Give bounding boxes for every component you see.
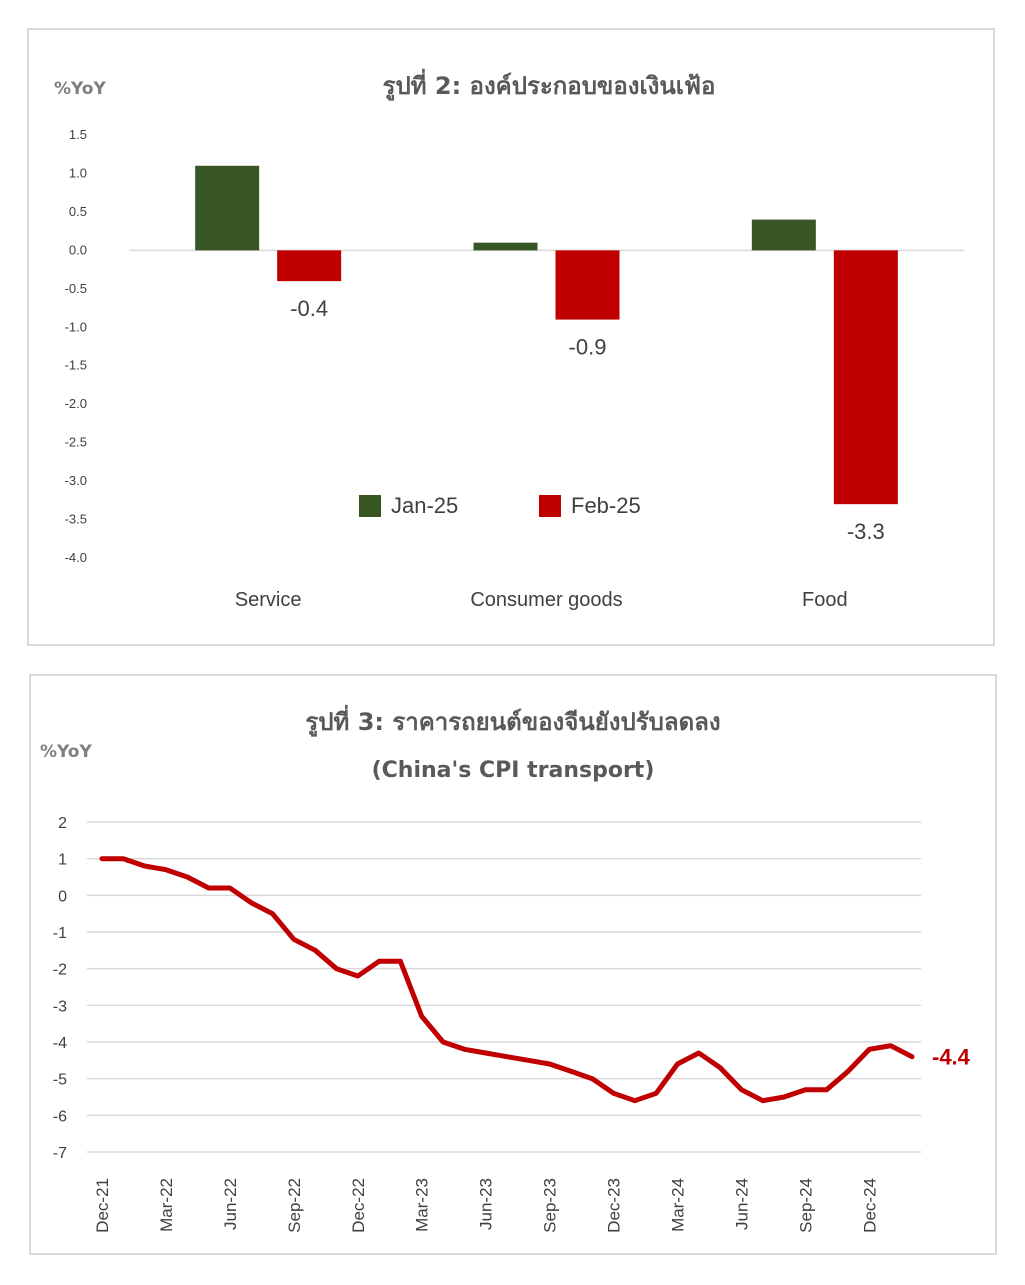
bar-feb-25	[833, 250, 898, 505]
y-tick-label: -5	[53, 1072, 67, 1089]
y-tick-label: 2	[58, 815, 67, 832]
x-tick-label: Jun-24	[732, 1178, 751, 1230]
y-tick-label: -1	[53, 925, 67, 942]
bar-jan-25	[195, 165, 260, 251]
y-tick-label: -4.0	[65, 550, 87, 565]
data-label: -0.4	[290, 296, 328, 321]
y-tick-label: -3	[53, 998, 67, 1015]
legend-label: Jan-25	[391, 493, 458, 518]
category-label: Food	[802, 589, 848, 611]
line-chart-title: รูปที่ 3: ราคารถยนต์ของจีนยังปรับลดลง	[305, 704, 720, 737]
y-tick-label: -2	[53, 962, 67, 979]
x-tick: Dec-23	[605, 1178, 624, 1233]
line-chart-panel: รูปที่ 3: ราคารถยนต์ของจีนยังปรับลดลง (C…	[29, 674, 997, 1255]
y-tick-label: 1	[58, 852, 67, 869]
bar-jan-25	[751, 219, 816, 251]
bar-chart-title: รูปที่ 2: องค์ประกอบของเงินเฟ้อ	[383, 68, 716, 101]
x-tick: Sep-23	[541, 1178, 560, 1233]
x-tick-label: Dec-22	[349, 1178, 368, 1233]
legend: Jan-25 Feb-25	[359, 493, 641, 518]
category-label: Consumer goods	[470, 589, 622, 611]
bar-chart-panel: รูปที่ 2: องค์ประกอบของเงินเฟ้อ %YoY 1.5…	[27, 28, 995, 646]
x-tick-label: Mar-22	[157, 1178, 176, 1232]
x-tick-label: Sep-22	[285, 1178, 304, 1233]
bar-feb-25	[277, 250, 342, 282]
x-tick: Mar-23	[413, 1178, 432, 1232]
x-tick-label: Dec-21	[93, 1178, 112, 1233]
x-tick: Sep-22	[285, 1178, 304, 1233]
x-tick: Sep-24	[796, 1178, 815, 1233]
series-line	[99, 856, 915, 1104]
x-tick-label: Mar-24	[669, 1178, 688, 1232]
bar-jan-25	[473, 242, 538, 251]
bar-feb-25	[555, 250, 620, 320]
x-tick: Dec-22	[349, 1178, 368, 1233]
x-tick-label: Jun-23	[477, 1178, 496, 1230]
legend-swatch	[359, 495, 381, 517]
y-tick-label: 0.5	[69, 204, 87, 219]
legend-label: Feb-25	[571, 493, 641, 518]
x-tick-label: Sep-24	[796, 1178, 815, 1233]
data-label: -3.3	[847, 519, 885, 544]
line-chart-subtitle: (China's CPI transport)	[372, 758, 655, 783]
bar-chart-y-unit: %YoY	[54, 79, 106, 99]
y-tick-label: -7	[53, 1145, 67, 1162]
x-tick-label: Mar-23	[413, 1178, 432, 1232]
x-tick: Jun-24	[732, 1178, 751, 1230]
y-tick-label: 1.0	[69, 165, 87, 180]
y-tick-label: -0.5	[65, 281, 87, 296]
y-tick-label: -3.0	[65, 473, 87, 488]
bar-chart: รูปที่ 2: องค์ประกอบของเงินเฟ้อ %YoY 1.5…	[54, 68, 964, 611]
y-tick-label: -3.5	[65, 512, 87, 527]
y-tick-label: 1.5	[69, 127, 87, 142]
line-chart-y-unit: %YoY	[40, 742, 92, 762]
x-tick: Mar-24	[669, 1178, 688, 1232]
line-chart: รูปที่ 3: ราคารถยนต์ของจีนยังปรับลดลง (C…	[40, 704, 971, 1233]
y-tick-label: 0.0	[69, 242, 87, 257]
end-value-label: -4.4	[932, 1045, 971, 1070]
x-tick: Jun-23	[477, 1178, 496, 1230]
x-tick-label: Dec-24	[860, 1178, 879, 1233]
y-tick-label: -1.0	[65, 319, 87, 334]
y-tick-label: -6	[53, 1108, 67, 1125]
legend-swatch	[539, 495, 561, 517]
y-tick-label: -2.5	[65, 435, 87, 450]
data-label: -0.9	[569, 335, 607, 360]
y-tick-label: -1.5	[65, 358, 87, 373]
y-tick-label: -2.0	[65, 396, 87, 411]
y-tick-label: -4	[53, 1035, 67, 1052]
x-tick: Mar-22	[157, 1178, 176, 1232]
x-tick-label: Jun-22	[221, 1178, 240, 1230]
y-tick-label: 0	[58, 888, 67, 905]
x-tick: Dec-24	[860, 1178, 879, 1233]
x-tick: Dec-21	[93, 1178, 112, 1233]
x-tick-label: Dec-23	[605, 1178, 624, 1233]
category-label: Service	[235, 589, 302, 611]
x-tick: Jun-22	[221, 1178, 240, 1230]
x-tick-label: Sep-23	[541, 1178, 560, 1233]
